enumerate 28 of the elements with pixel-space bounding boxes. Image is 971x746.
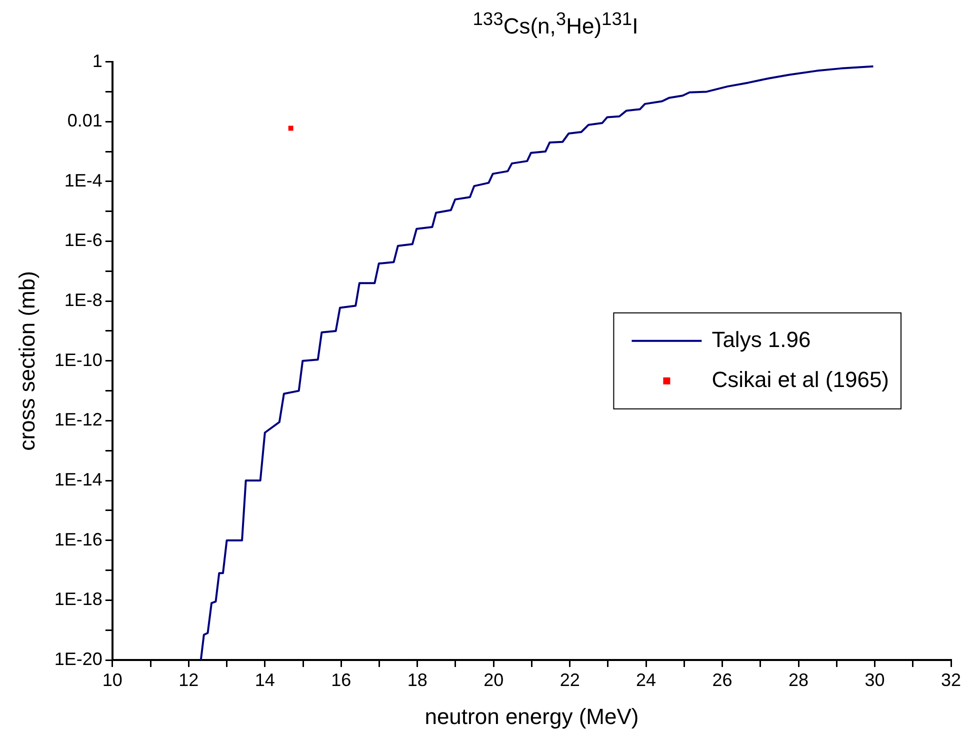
x-tick-label: 32 [940, 670, 962, 690]
y-tick-label: 1E-18 [54, 589, 102, 610]
chart-title: $^{133}$Cs(n,$^{3}$He)$^{131}$I [472, 7, 640, 40]
x-tick-label: 28 [788, 670, 809, 690]
y-tick-label: 1E-10 [54, 350, 102, 370]
y-tick-label: 1E-6 [64, 230, 102, 250]
x-tick-label: 14 [254, 670, 275, 690]
legend-label: Talys 1.96 [712, 326, 811, 352]
x-tick-label: 24 [636, 670, 656, 690]
x-tick-label: 22 [560, 670, 580, 690]
y-tick-label: 1E-20 [54, 648, 102, 669]
x-tick-label: 12 [178, 670, 199, 690]
y-tick-label: 1E-4 [64, 170, 102, 190]
y-tick-label: 1 [92, 50, 102, 71]
x-tick-label: 16 [331, 670, 352, 690]
x-tick-label: 18 [407, 670, 428, 690]
x-axis-title: neutron energy (MeV) [424, 704, 639, 729]
x-tick-label: 30 [864, 670, 885, 690]
y-tick-label: 1E-8 [64, 290, 102, 310]
y-tick-label: 1E-14 [54, 470, 102, 490]
x-tick-label: 26 [712, 670, 732, 690]
y-tick-label: 1E-16 [54, 529, 102, 550]
x-tick-label: 20 [484, 670, 504, 690]
y-tick-label: 0.01 [67, 110, 102, 131]
legend-label: Csikai et al (1965) [712, 366, 890, 392]
y-axis-title: cross section (mb) [14, 271, 40, 451]
y-tick-label: 1E-12 [54, 410, 102, 430]
x-tick-label: 10 [102, 670, 122, 690]
